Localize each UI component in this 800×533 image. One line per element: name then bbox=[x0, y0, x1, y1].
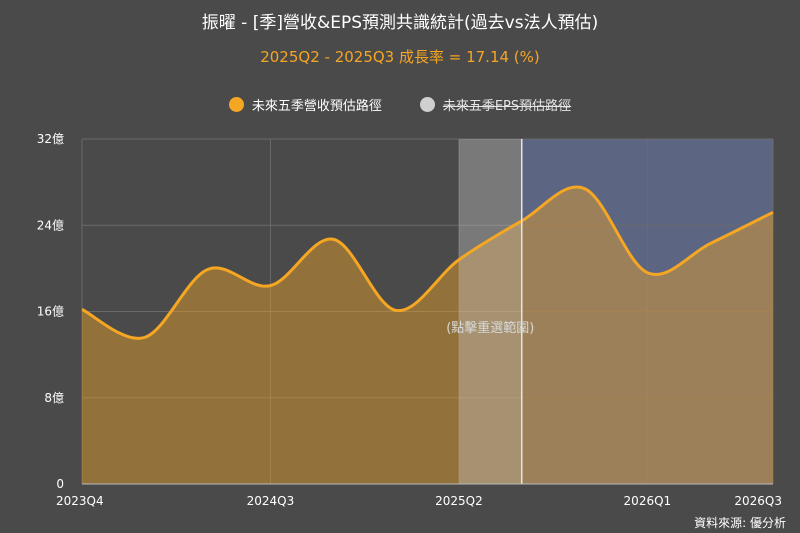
x-tick-label: 2025Q2 bbox=[435, 494, 483, 508]
legend-item-eps[interactable]: 未來五季EPS預估路徑 bbox=[419, 95, 572, 114]
legend-label-eps: 未來五季EPS預估路徑 bbox=[442, 99, 572, 114]
reset-zoom-label[interactable]: (點擊重選範圍) bbox=[446, 320, 534, 336]
y-tick-label: 16億 bbox=[37, 305, 64, 319]
legend-dot-revenue-icon bbox=[228, 97, 244, 112]
legend: 未來五季營收預估路徑 未來五季EPS預估路徑 bbox=[0, 95, 800, 114]
y-tick-label: 8億 bbox=[44, 391, 64, 405]
x-tick-label: 2026Q3 bbox=[734, 494, 782, 508]
source-credit: 資料來源: 優分析 bbox=[694, 516, 786, 530]
chart-title: 振曜 - [季]營收&EPS預測共識統計(過去vs法人預估) bbox=[201, 13, 599, 33]
y-tick-label: 24億 bbox=[37, 218, 64, 232]
legend-label-revenue: 未來五季營收預估路徑 bbox=[251, 99, 382, 114]
y-tick-label: 32億 bbox=[37, 132, 64, 146]
x-tick-label: 2024Q3 bbox=[247, 494, 295, 508]
revenue-line bbox=[81, 185, 774, 340]
x-tick-label: 2023Q4 bbox=[56, 494, 104, 508]
x-tick-label: 2026Q1 bbox=[624, 494, 672, 508]
chart-subtitle: 2025Q2 - 2025Q3 成長率 = 17.14 (%) bbox=[260, 48, 540, 66]
revenue-area bbox=[82, 187, 773, 484]
y-tick-label: 0 bbox=[56, 477, 64, 491]
legend-item-revenue[interactable]: 未來五季營收預估路徑 bbox=[228, 95, 382, 114]
selection-region bbox=[458, 139, 522, 484]
legend-dot-eps-icon bbox=[419, 97, 435, 112]
